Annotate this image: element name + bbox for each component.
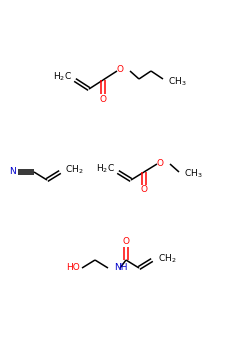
Text: O: O [100,94,106,104]
Text: NH: NH [114,264,128,273]
Text: CH$_2$: CH$_2$ [65,164,84,176]
Text: H$_2$C: H$_2$C [96,163,115,175]
Text: CH$_3$: CH$_3$ [168,76,186,88]
Text: CH$_2$: CH$_2$ [158,253,176,265]
Text: N: N [9,168,16,176]
Text: O: O [156,160,164,168]
Text: O: O [122,238,130,246]
Text: O: O [140,186,147,195]
Text: O: O [116,65,123,75]
Text: CH$_3$: CH$_3$ [184,168,203,180]
Text: HO: HO [66,264,80,273]
Text: H$_2$C: H$_2$C [53,71,72,83]
